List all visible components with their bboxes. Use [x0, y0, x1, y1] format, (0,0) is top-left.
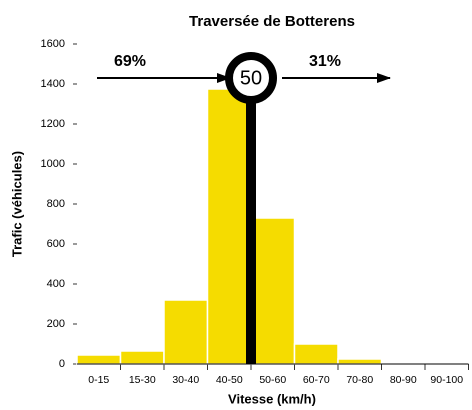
x-tick-label: 90-100: [430, 374, 463, 386]
x-axis-label: Vitesse (km/h): [228, 391, 316, 406]
bar: [163, 299, 209, 365]
x-tick-label: 70-80: [346, 374, 373, 386]
annotation: 31%: [309, 53, 341, 70]
bar: [206, 88, 252, 365]
x-tick-label: 40-50: [216, 374, 243, 386]
x-tick-label: 30-40: [172, 374, 199, 386]
y-tick-label: 400: [47, 278, 65, 290]
bar: [293, 343, 339, 365]
chart-title: Traversée de Botterens: [189, 13, 355, 30]
y-tick-label: 600: [47, 238, 65, 250]
y-axis-label: Trafic (véhicules): [9, 151, 24, 257]
bar: [76, 354, 122, 365]
y-tick-label: 1000: [41, 158, 65, 170]
y-tick-label: 1200: [41, 118, 65, 130]
x-tick-label: 80-90: [390, 374, 417, 386]
bar: [337, 358, 383, 365]
limit-sign: [225, 52, 277, 104]
speed-limit: 50: [225, 52, 277, 364]
y-tick-label: 200: [47, 318, 65, 330]
y-tick-label: 1400: [41, 78, 65, 90]
limit-label: 50: [240, 67, 262, 89]
bar: [250, 217, 296, 365]
x-tick-label: 60-70: [303, 374, 330, 386]
y-tick-label: 800: [47, 198, 65, 210]
x-tick-label: 15-30: [129, 374, 156, 386]
x-tick-label: 50-60: [259, 374, 286, 386]
bar: [119, 350, 165, 365]
y-tick-label: 1600: [41, 38, 65, 50]
annotation: 69%: [114, 53, 146, 70]
x-tick-label: 0-15: [88, 374, 109, 386]
y-tick-label: 0: [59, 358, 65, 370]
